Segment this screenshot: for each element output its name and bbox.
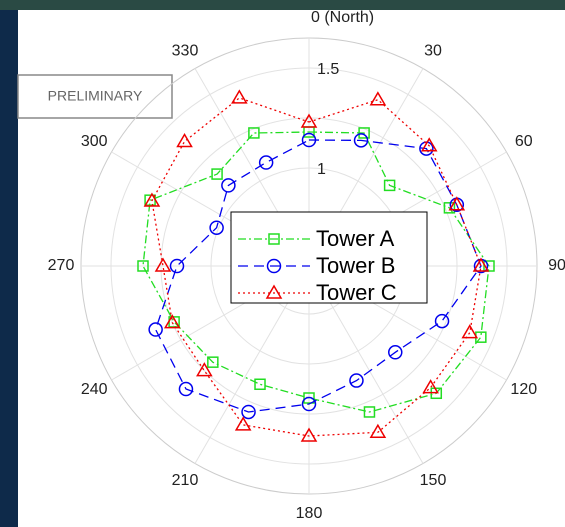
marker (383, 179, 396, 192)
theta-tick-label: 180 (296, 505, 323, 522)
marker (209, 220, 224, 235)
background-strip (0, 0, 565, 10)
marker (349, 373, 364, 388)
marker (300, 113, 318, 128)
badge-box (17, 74, 173, 119)
theta-tick-label: 60 (515, 133, 533, 150)
theta-tick-label: 120 (510, 381, 537, 398)
marker (353, 133, 369, 148)
marker (369, 91, 387, 106)
legend-marker (268, 233, 280, 245)
marker (221, 178, 236, 193)
marker (241, 404, 256, 420)
legend-box (230, 211, 428, 304)
marker (248, 127, 260, 139)
marker (461, 324, 479, 339)
legend-marker (265, 284, 283, 299)
marker (448, 196, 466, 211)
series-line (151, 97, 482, 437)
theta-tick-label: 330 (172, 42, 199, 59)
marker (422, 379, 439, 394)
marker (148, 322, 163, 337)
theta-tick-label: 270 (48, 257, 75, 274)
marker (154, 257, 172, 272)
marker (196, 362, 213, 377)
r-tick-label: 1.5 (317, 61, 339, 78)
legend-label: Tower B (316, 253, 395, 278)
marker (443, 202, 456, 214)
theta-tick-label: 210 (172, 472, 199, 489)
marker (137, 260, 149, 272)
marker (300, 427, 318, 442)
marker (258, 155, 274, 170)
theta-tick-label: 0 (North) (311, 9, 374, 26)
marker (143, 192, 161, 207)
marker (434, 313, 450, 329)
marker (254, 378, 266, 391)
marker (178, 381, 194, 397)
marker (301, 132, 317, 148)
legend-marker (266, 258, 282, 274)
marker (472, 257, 490, 272)
theta-tick-label: 300 (81, 133, 108, 150)
marker (369, 423, 387, 439)
series-line (142, 131, 490, 413)
marker (234, 416, 252, 431)
marker (301, 396, 317, 412)
r-tick-label: 1 (317, 161, 326, 178)
legend-label: Tower C (316, 280, 397, 305)
series-line (154, 139, 482, 413)
legend-label: Tower A (316, 226, 395, 251)
theta-tick-label: 90 (548, 257, 565, 274)
marker (169, 258, 185, 274)
marker (231, 89, 248, 104)
background-strip (0, 0, 18, 527)
marker (420, 137, 438, 152)
marker (211, 168, 223, 180)
theta-tick-label: 240 (81, 381, 108, 398)
marker (207, 356, 219, 368)
marker (483, 260, 495, 272)
marker (303, 392, 315, 404)
marker (163, 314, 181, 329)
theta-tick-label: 150 (420, 472, 447, 489)
theta-tick-label: 30 (424, 42, 442, 59)
marker (358, 127, 370, 139)
marker (363, 406, 376, 418)
marker (388, 345, 403, 360)
marker (419, 141, 434, 156)
marker (176, 133, 193, 148)
badge: PRELIMINARY (48, 88, 143, 104)
